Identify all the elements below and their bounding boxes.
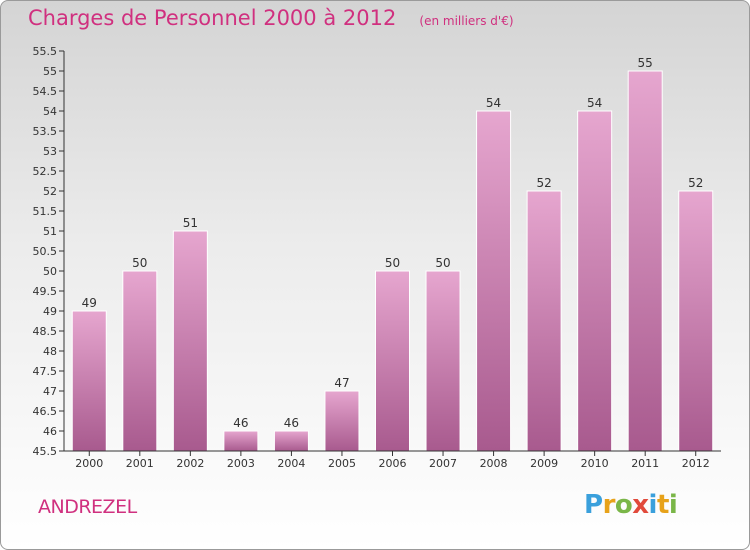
bar-2002: [172, 230, 208, 452]
bar-2006: [375, 270, 410, 452]
logo-letter: i: [648, 490, 658, 520]
bar-2003: [223, 430, 259, 452]
y-tick-label: 49: [43, 305, 57, 318]
x-tick-label: 2005: [328, 457, 356, 470]
x-tick-label: 2004: [277, 457, 305, 470]
commune-name: ANDREZEL: [38, 496, 137, 518]
y-tick-label: 55.5: [33, 45, 58, 58]
data-label: 50: [435, 256, 450, 270]
logo-letter: o: [614, 490, 633, 520]
x-tick-label: 2002: [176, 457, 204, 470]
bar-2009: [526, 190, 562, 452]
bar-2011: [627, 70, 663, 452]
y-tick-label: 47: [43, 385, 57, 398]
y-tick-label: 53: [43, 145, 57, 158]
x-tick-label: 2000: [75, 457, 103, 470]
logo-letter: x: [632, 490, 649, 520]
data-label: 50: [132, 256, 147, 270]
data-label: 55: [638, 56, 653, 70]
y-tick-label: 54.5: [33, 85, 58, 98]
y-tick-label: 54: [43, 105, 57, 118]
y-tick-label: 51: [43, 225, 57, 238]
y-tick-label: 52: [43, 185, 57, 198]
data-label: 46: [233, 416, 248, 430]
chart-title: Charges de Personnel 2000 à 2012: [28, 6, 397, 30]
y-tick-label: 46.5: [33, 405, 58, 418]
data-label: 54: [486, 96, 501, 110]
bar-2007: [425, 270, 461, 452]
data-label: 50: [385, 256, 400, 270]
x-tick-label: 2008: [480, 457, 508, 470]
x-tick-label: 2009: [530, 457, 558, 470]
data-label: 46: [284, 416, 299, 430]
logo-letter: t: [656, 490, 669, 520]
data-label: 54: [587, 96, 602, 110]
bar-2010: [577, 110, 613, 452]
y-tick-label: 52.5: [33, 165, 58, 178]
x-tick-label: 2001: [126, 457, 154, 470]
y-tick-label: 48.5: [33, 325, 58, 338]
x-tick-label: 2006: [379, 457, 407, 470]
logo-letter: P: [584, 490, 603, 520]
y-tick-label: 51.5: [33, 205, 58, 218]
logo-letter: i: [668, 490, 678, 520]
x-tick-label: 2012: [682, 457, 710, 470]
bar-2008: [476, 110, 512, 452]
bars: 49 50 51 46 46 47 50 50 54 52 54 55 52: [71, 56, 714, 452]
bar-2012: [678, 190, 714, 452]
x-tick-label: 2010: [581, 457, 609, 470]
title-row: Charges de Personnel 2000 à 2012 (en mil…: [28, 6, 514, 30]
y-tick-label: 55: [43, 65, 57, 78]
y-tick-label: 46: [43, 425, 57, 438]
y-tick-label: 48: [43, 345, 57, 358]
data-label: 52: [536, 176, 551, 190]
x-axis: 2000 2001 2002 2003 2004 2005 2006 2007 2008 2009…: [64, 450, 721, 470]
data-label: 47: [334, 376, 349, 390]
bar-2005: [324, 390, 360, 452]
data-label: 52: [688, 176, 703, 190]
y-tick-label: 49.5: [33, 285, 58, 298]
data-label: 51: [183, 216, 198, 230]
x-tick-label: 2003: [227, 457, 255, 470]
bar-2004: [273, 430, 309, 452]
y-tick-label: 50: [43, 265, 57, 278]
y-tick-label: 50.5: [33, 245, 58, 258]
y-tick-label: 45.5: [33, 445, 58, 458]
x-tick-label: 2007: [429, 457, 457, 470]
y-tick-label: 47.5: [33, 365, 58, 378]
bar-2000: [71, 310, 107, 452]
logo-letter: r: [602, 490, 616, 520]
y-axis: 45.5 46 46.5 47 47.5 48 48.5 49 49.5 50 50.5 51 51.5…: [33, 45, 65, 458]
bar-2001: [122, 270, 158, 452]
x-tick-label: 2011: [631, 457, 659, 470]
proxiti-logo: Proxiti: [584, 490, 678, 520]
data-label: 49: [82, 296, 97, 310]
unit-note: (en milliers d'€): [419, 14, 514, 28]
y-tick-label: 53.5: [33, 125, 58, 138]
